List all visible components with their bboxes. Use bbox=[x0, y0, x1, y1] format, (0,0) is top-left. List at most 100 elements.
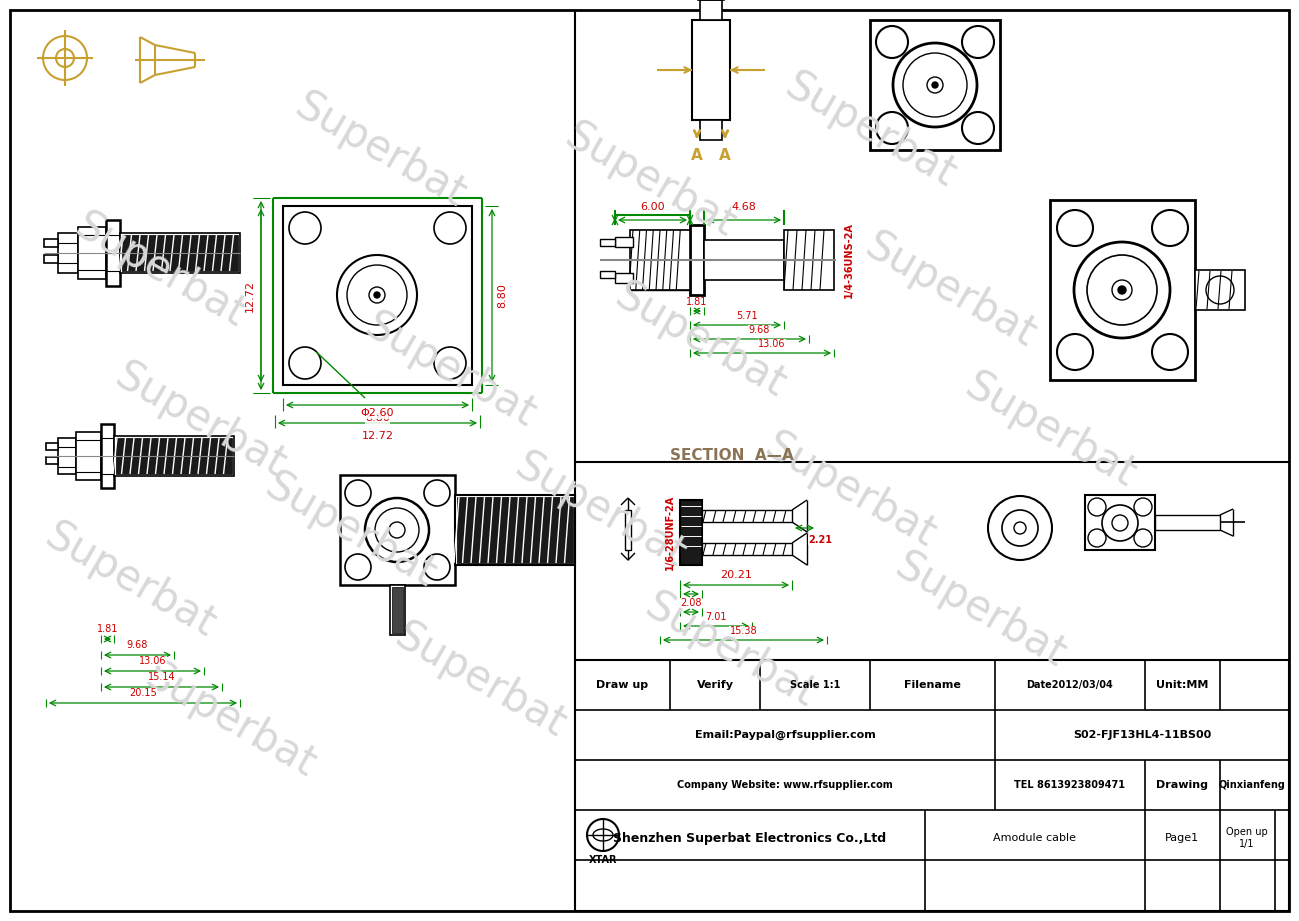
Text: Superbat: Superbat bbox=[38, 514, 223, 646]
Bar bbox=[107, 220, 120, 286]
Text: Scale 1:1: Scale 1:1 bbox=[790, 680, 840, 690]
Bar bbox=[101, 424, 114, 488]
Text: 9.68: 9.68 bbox=[127, 640, 148, 650]
Bar bbox=[614, 273, 633, 283]
Text: 2.21: 2.21 bbox=[808, 535, 831, 545]
Bar bbox=[78, 227, 107, 279]
Text: 5.71: 5.71 bbox=[737, 311, 757, 321]
Text: Superbat: Superbat bbox=[557, 114, 743, 246]
Text: 8.80: 8.80 bbox=[498, 283, 507, 308]
Text: Superbat: Superbat bbox=[607, 274, 792, 406]
Text: 6.00: 6.00 bbox=[640, 202, 665, 212]
Text: Superbat: Superbat bbox=[387, 614, 573, 746]
Text: SECTION  A—A: SECTION A—A bbox=[670, 448, 794, 462]
Text: 20.15: 20.15 bbox=[129, 688, 157, 698]
Text: Unit:MM: Unit:MM bbox=[1156, 680, 1208, 690]
Bar bbox=[701, 510, 792, 522]
Text: Superbat: Superbat bbox=[887, 544, 1073, 676]
Text: Filename: Filename bbox=[904, 680, 960, 690]
Bar bbox=[58, 438, 77, 474]
Text: Qinxianfeng: Qinxianfeng bbox=[1218, 780, 1286, 790]
Text: 20.21: 20.21 bbox=[720, 570, 752, 580]
Bar bbox=[283, 206, 472, 385]
Text: 13.06: 13.06 bbox=[139, 656, 166, 666]
Text: Page1: Page1 bbox=[1165, 833, 1199, 843]
Bar bbox=[1155, 515, 1220, 530]
Text: 12.72: 12.72 bbox=[361, 431, 394, 441]
Bar bbox=[392, 587, 403, 633]
Text: 9.68: 9.68 bbox=[748, 325, 770, 335]
Text: Superbat: Superbat bbox=[507, 444, 692, 576]
Text: A: A bbox=[720, 147, 731, 162]
Text: Superbat: Superbat bbox=[357, 304, 543, 436]
Text: 12.72: 12.72 bbox=[246, 279, 255, 311]
Circle shape bbox=[374, 292, 381, 298]
Bar bbox=[58, 233, 78, 273]
Text: 15.14: 15.14 bbox=[148, 672, 175, 682]
Text: 1.81: 1.81 bbox=[686, 297, 708, 307]
Circle shape bbox=[931, 82, 938, 88]
Text: Superbat: Superbat bbox=[957, 364, 1143, 495]
Text: Superbat: Superbat bbox=[637, 584, 822, 716]
Text: 1/4-36UNS-2A: 1/4-36UNS-2A bbox=[844, 222, 853, 297]
Text: Shenzhen Superbat Electronics Co.,Ltd: Shenzhen Superbat Electronics Co.,Ltd bbox=[613, 832, 886, 845]
Bar bbox=[785, 230, 834, 290]
Text: A: A bbox=[691, 147, 703, 162]
Bar bbox=[679, 500, 701, 565]
Text: 1.81: 1.81 bbox=[97, 624, 118, 634]
Text: Amodule cable: Amodule cable bbox=[994, 833, 1077, 843]
Circle shape bbox=[1118, 286, 1126, 294]
Text: Verify: Verify bbox=[696, 680, 734, 690]
Text: 8.80: 8.80 bbox=[365, 413, 390, 423]
Bar bbox=[1195, 270, 1244, 310]
Bar bbox=[44, 239, 58, 247]
Bar bbox=[625, 510, 631, 550]
Bar bbox=[700, 0, 722, 20]
Text: Superbat: Superbat bbox=[68, 204, 253, 336]
Bar bbox=[340, 475, 455, 585]
Text: 13.06: 13.06 bbox=[759, 339, 786, 349]
Text: S02-FJF13HL4-11BS00: S02-FJF13HL4-11BS00 bbox=[1073, 730, 1211, 740]
Text: Email:Paypal@rfsupplier.com: Email:Paypal@rfsupplier.com bbox=[695, 729, 876, 740]
Text: Superbat: Superbat bbox=[107, 355, 292, 485]
Text: Superbat: Superbat bbox=[777, 64, 963, 196]
Bar bbox=[457, 497, 573, 563]
Text: XTAR: XTAR bbox=[588, 855, 617, 865]
Text: Superbat: Superbat bbox=[857, 224, 1043, 356]
Bar bbox=[614, 237, 633, 247]
Text: 15.38: 15.38 bbox=[730, 626, 757, 636]
Bar bbox=[45, 457, 58, 464]
Bar bbox=[122, 235, 238, 271]
Text: 2.08: 2.08 bbox=[681, 598, 701, 608]
Bar bbox=[44, 255, 58, 263]
Bar bbox=[1050, 200, 1195, 380]
Text: Company Website: www.rfsupplier.com: Company Website: www.rfsupplier.com bbox=[677, 780, 892, 790]
Text: 1/6-28UNF-2A: 1/6-28UNF-2A bbox=[665, 495, 675, 569]
Bar bbox=[455, 495, 575, 565]
Bar bbox=[390, 585, 405, 635]
Text: Φ2.60: Φ2.60 bbox=[360, 408, 394, 418]
Bar bbox=[870, 20, 1000, 150]
Text: Superbat: Superbat bbox=[138, 654, 323, 786]
Text: Draw up: Draw up bbox=[596, 680, 648, 690]
Text: Open up
1/1: Open up 1/1 bbox=[1226, 827, 1268, 849]
Bar bbox=[692, 20, 730, 120]
Bar bbox=[1085, 495, 1155, 550]
Text: Superbat: Superbat bbox=[287, 84, 473, 216]
Bar bbox=[600, 271, 614, 278]
Bar bbox=[704, 240, 785, 280]
Bar bbox=[77, 432, 101, 480]
Bar bbox=[575, 660, 1289, 911]
Bar bbox=[600, 239, 614, 246]
Text: Superbat: Superbat bbox=[257, 464, 443, 596]
Text: TEL 8613923809471: TEL 8613923809471 bbox=[1015, 780, 1125, 790]
Text: 4.68: 4.68 bbox=[731, 202, 756, 212]
Bar bbox=[690, 225, 704, 295]
Bar bbox=[700, 120, 722, 140]
Text: Date2012/03/04: Date2012/03/04 bbox=[1026, 680, 1113, 690]
Bar bbox=[114, 436, 234, 476]
Bar bbox=[120, 233, 240, 273]
Bar bbox=[116, 438, 233, 474]
Text: 7.01: 7.01 bbox=[705, 612, 726, 622]
Bar bbox=[45, 443, 58, 450]
